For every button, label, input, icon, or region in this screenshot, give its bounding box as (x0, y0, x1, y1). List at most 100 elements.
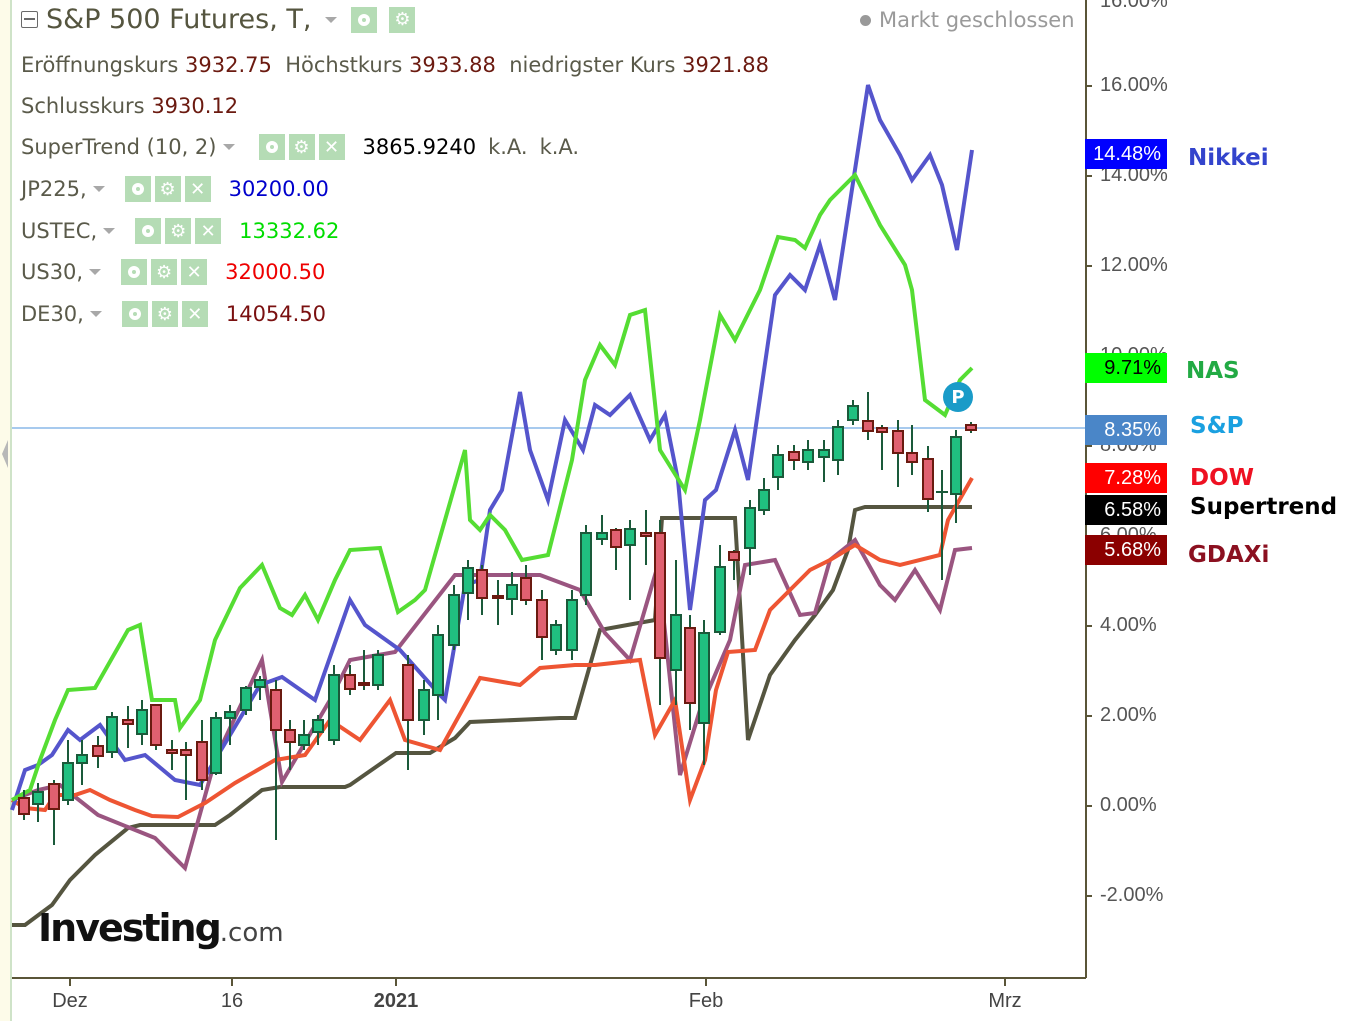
candle (48, 780, 60, 845)
candle (106, 712, 118, 758)
indicator-extra: k.A. (488, 135, 528, 159)
y-tick: 14.00% (1100, 164, 1168, 186)
gear-icon[interactable]: ⚙ (389, 6, 416, 33)
close-icon[interactable]: ✕ (195, 218, 222, 244)
open-value: 3932.75 (185, 53, 272, 77)
candle (758, 478, 770, 515)
candle (654, 520, 666, 705)
gear-icon[interactable]: ⚙ (151, 301, 178, 327)
candle (32, 783, 44, 822)
candle (180, 742, 192, 800)
x-tick: Dez (52, 990, 88, 1012)
gear-icon[interactable]: ⚙ (165, 218, 192, 244)
logo-suffix: .com (219, 918, 284, 948)
badge-nas: 9.71% (1085, 353, 1167, 383)
series-nikkei (10, 84, 974, 811)
candle (92, 736, 104, 768)
candle (284, 720, 296, 770)
label-sp: S&P (1190, 413, 1244, 439)
candle (610, 528, 622, 570)
candle (76, 740, 88, 785)
chart-title: S&P 500 Futures, T, (46, 4, 312, 35)
candle (432, 625, 444, 720)
candle (596, 515, 608, 545)
candle (506, 572, 518, 615)
candle (744, 500, 756, 575)
badge-nikkei: 14.48% (1085, 139, 1167, 169)
candle (965, 422, 977, 433)
indicator-value: 32000.50 (225, 260, 326, 284)
close-icon[interactable]: ✕ (184, 176, 211, 202)
candle (566, 590, 578, 660)
investing-logo: Investing.com (38, 906, 284, 950)
candle (62, 740, 74, 805)
candle (358, 650, 370, 690)
y-tick: 0.00% (1100, 794, 1157, 816)
chevron-down-icon[interactable] (89, 311, 102, 317)
chevron-down-icon[interactable] (92, 186, 105, 192)
candle (802, 440, 814, 470)
x-tick: Feb (688, 990, 724, 1012)
candle (536, 590, 548, 660)
indicator-ustec: USTEC, ⚙ ✕ 13332.62 (21, 218, 339, 244)
label-supertrend: Supertrend (1190, 494, 1338, 520)
y-tick: 12.00% (1100, 254, 1168, 276)
chevron-down-icon[interactable] (89, 269, 102, 275)
indicator-name: US30, (21, 260, 84, 284)
candle (448, 585, 460, 650)
candle (298, 720, 310, 750)
indicator-de30: DE30, ⚙ ✕ 14054.50 (21, 301, 326, 327)
candle (196, 720, 208, 790)
close-icon[interactable]: ✕ (181, 259, 208, 285)
eye-icon[interactable] (135, 218, 162, 244)
indicator-value: 13332.62 (239, 219, 340, 243)
eye-icon[interactable] (258, 134, 285, 160)
high-value: 3933.88 (409, 53, 496, 77)
status-dot-icon (860, 14, 871, 26)
candle (550, 620, 562, 655)
gear-icon[interactable]: ⚙ (154, 176, 181, 202)
label-gdaxi: GDAXi (1188, 542, 1270, 568)
candle (254, 676, 266, 700)
candle (670, 560, 682, 705)
eye-icon[interactable] (121, 259, 148, 285)
p-marker[interactable]: P (943, 382, 973, 412)
candle (328, 665, 340, 745)
candle (892, 420, 904, 487)
candle (772, 445, 784, 490)
candle (950, 430, 962, 523)
close-icon[interactable]: ✕ (181, 301, 208, 327)
x-tick: 16 (220, 990, 244, 1012)
candle (684, 615, 696, 730)
ohlc-row-1: Eröffnungskurs 3932.75 Höchstkurs 3933.8… (21, 53, 769, 77)
eye-icon[interactable] (121, 301, 148, 327)
close-icon[interactable]: ✕ (318, 134, 345, 160)
eye-icon[interactable] (351, 6, 378, 33)
chevron-down-icon[interactable] (222, 144, 235, 150)
market-status: Markt geschlossen (860, 8, 1075, 32)
candle (788, 445, 800, 470)
collapse-handle-icon[interactable] (2, 440, 8, 468)
collapse-legend-button[interactable] (21, 11, 38, 28)
chevron-down-icon[interactable] (325, 16, 338, 23)
series-dow (10, 477, 974, 820)
candle (818, 440, 830, 482)
market-status-text: Markt geschlossen (879, 8, 1075, 32)
gear-icon[interactable]: ⚙ (151, 259, 178, 285)
low-value: 3921.88 (682, 53, 769, 77)
chevron-down-icon[interactable] (103, 228, 116, 234)
badge-sp: 8.35% (1085, 415, 1167, 445)
candle (862, 392, 874, 440)
indicator-value: 30200.00 (228, 177, 329, 201)
y-tick: 16.00% (1100, 74, 1168, 96)
eye-icon[interactable] (124, 176, 151, 202)
indicator-us30: US30, ⚙ ✕ 32000.50 (21, 259, 325, 285)
gear-icon[interactable]: ⚙ (288, 134, 315, 160)
close-value: 3930.12 (151, 94, 239, 118)
indicator-supertrend: SuperTrend (10, 2) ⚙ ✕ 3865.9240 k.A. k.… (21, 134, 579, 160)
indicator-value: 3865.9240 (362, 135, 477, 159)
x-tick: 2021 (373, 990, 419, 1012)
candle (876, 425, 888, 470)
candle (624, 520, 636, 600)
